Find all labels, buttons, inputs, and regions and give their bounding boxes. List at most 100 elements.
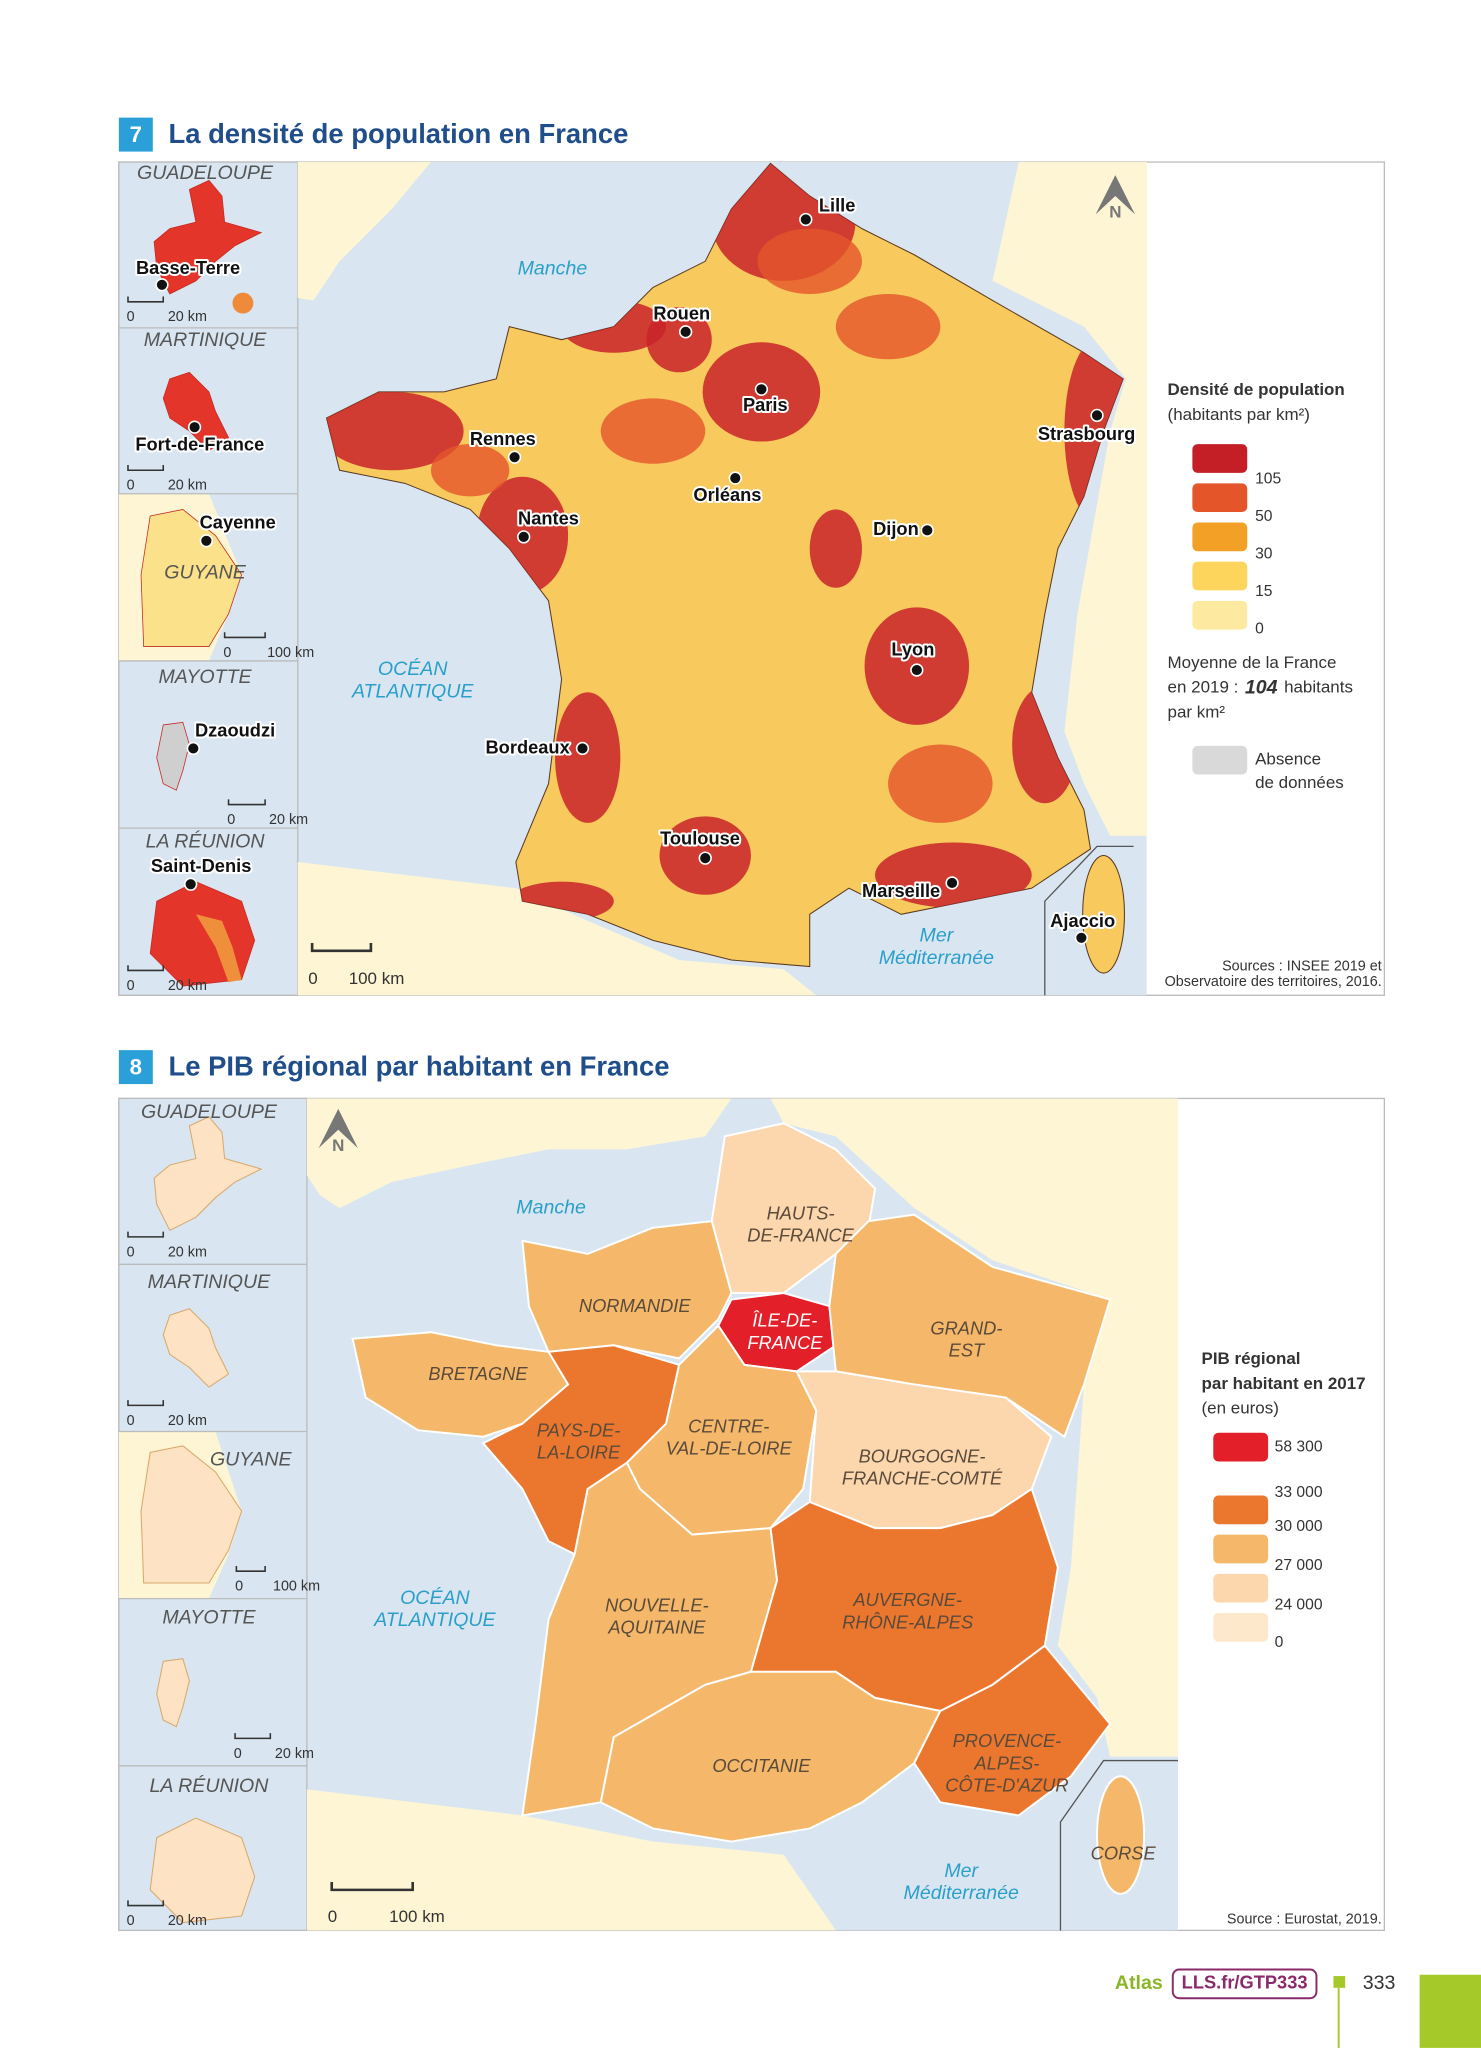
title-number-box <box>118 1050 153 1085</box>
footer-link[interactable]: LLS.fr/GTP333 <box>1182 1972 1308 1993</box>
city-label: Strasbourg <box>1038 423 1135 444</box>
territory <box>149 1817 256 1924</box>
region-label: NORMANDIE <box>579 1295 691 1316</box>
territory <box>156 721 190 791</box>
region-label: BRETAGNE <box>428 1363 528 1384</box>
sea-label: Manche <box>516 1196 586 1218</box>
region-label: RHÔNE-ALPES <box>842 1611 973 1632</box>
city-dot <box>575 741 590 756</box>
scale-end: 100 km <box>349 969 405 988</box>
city-label: Bordeaux <box>485 736 570 757</box>
neighbour-land <box>992 162 1147 836</box>
legend-swatch <box>1192 745 1248 775</box>
neighbour-land <box>770 1098 1179 1757</box>
legend-swatch <box>1213 1613 1269 1642</box>
inset-name: GUYANE <box>164 562 247 584</box>
inset-name: MAYOTTE <box>162 1606 256 1628</box>
region-label: EST <box>949 1340 986 1361</box>
region <box>521 1220 733 1360</box>
city-dot <box>186 741 200 756</box>
scale-start: 0 <box>235 1579 243 1595</box>
sea-label: ATLANTIQUE <box>373 1609 496 1631</box>
region-label: GRAND- <box>930 1317 1002 1338</box>
territory <box>140 1445 243 1584</box>
legend-note-part: habitants <box>1284 678 1353 697</box>
scale-bar <box>127 1400 165 1407</box>
neighbour-land <box>297 862 817 996</box>
city-label: Saint-Denis <box>151 855 251 876</box>
city-label: Toulouse <box>660 828 740 849</box>
map-title: Le PIB régional par habitant en France <box>168 1051 669 1082</box>
region <box>599 1670 942 1843</box>
scale-start: 0 <box>127 1244 135 1260</box>
source: Source : Eurostat, 2019. <box>1227 1912 1382 1928</box>
city-label: Rouen <box>653 303 710 324</box>
legend-label: 33 000 <box>1275 1484 1323 1501</box>
city-dot <box>920 523 934 537</box>
city-dot <box>698 851 712 865</box>
city-label: Dzaoudzi <box>195 719 275 740</box>
scale-start: 0 <box>127 478 135 494</box>
legend-label: 30 000 <box>1275 1518 1323 1535</box>
sea-label: Mer <box>944 1860 979 1882</box>
city-dot <box>1090 408 1104 423</box>
scale-bar <box>127 465 165 472</box>
scale-bar <box>127 296 165 303</box>
region-label: ÎLE-DE- <box>752 1310 817 1331</box>
region-label: CÔTE-D'AZUR <box>945 1775 1068 1796</box>
legend-swatch <box>1192 522 1248 552</box>
city-label: Ajaccio <box>1050 910 1115 931</box>
region-label: OCCITANIE <box>712 1755 811 1776</box>
city-label: Orléans <box>693 484 761 505</box>
city-label: Dijon <box>873 518 919 539</box>
territory <box>162 371 230 452</box>
city-dot <box>799 212 813 227</box>
region-label: BOURGOGNE- <box>859 1445 986 1466</box>
inset-name: MARTINIQUE <box>144 329 267 351</box>
hotspot <box>888 744 993 823</box>
inset-name: MARTINIQUE <box>148 1271 271 1293</box>
scale-bar <box>127 965 165 972</box>
scale-end: 100 km <box>267 645 314 661</box>
sea-label: OCÉAN <box>378 657 448 680</box>
legend-label: 0 <box>1275 1634 1284 1651</box>
territory <box>140 509 243 647</box>
legend-swatch <box>1192 483 1248 513</box>
region-label: FRANCHE-COMTÉ <box>842 1468 1003 1489</box>
legend-swatch <box>1192 444 1248 473</box>
city-dot <box>1074 931 1089 945</box>
scale-bar <box>310 943 373 953</box>
scale-end: 20 km <box>168 978 207 994</box>
legend-label: de données <box>1255 773 1344 792</box>
scale-bar <box>223 632 266 639</box>
inset-territories <box>140 1116 263 1924</box>
page-number: 333 <box>1363 1972 1396 1994</box>
hotspot <box>600 398 706 464</box>
legend-label: Absence <box>1255 750 1321 769</box>
legend-swatch <box>1192 561 1248 591</box>
legend-title: PIB régional <box>1202 1349 1301 1368</box>
sea-label: OCÉAN <box>400 1586 470 1609</box>
region-label: AQUITAINE <box>607 1617 706 1638</box>
inset-name: MAYOTTE <box>158 666 252 688</box>
legend-swatch <box>1213 1432 1269 1462</box>
inset-name: GUADELOUPE <box>137 162 274 184</box>
footer-marker <box>1333 1976 1346 1988</box>
city-label: Cayenne <box>200 512 276 533</box>
city-dot <box>155 278 169 292</box>
scale-start: 0 <box>328 1907 337 1926</box>
legend-note-part: en 2019 : <box>1168 678 1239 697</box>
scale-bar <box>227 799 266 806</box>
north-label: N <box>1109 202 1121 221</box>
region-label: CORSE <box>1091 1842 1157 1863</box>
territory-patch <box>195 914 242 983</box>
city-label: Lille <box>819 194 856 215</box>
scale-start: 0 <box>308 969 317 988</box>
legend-label: 58 300 <box>1275 1438 1323 1455</box>
sea-label: ATLANTIQUE <box>351 680 474 702</box>
source: Observatoire des territoires, 2016. <box>1165 974 1382 990</box>
region-label: HAUTS- <box>767 1203 835 1224</box>
region-label: PAYS-DE- <box>537 1419 621 1440</box>
inset-name: GUADELOUPE <box>141 1101 278 1123</box>
hotspot <box>326 391 464 471</box>
